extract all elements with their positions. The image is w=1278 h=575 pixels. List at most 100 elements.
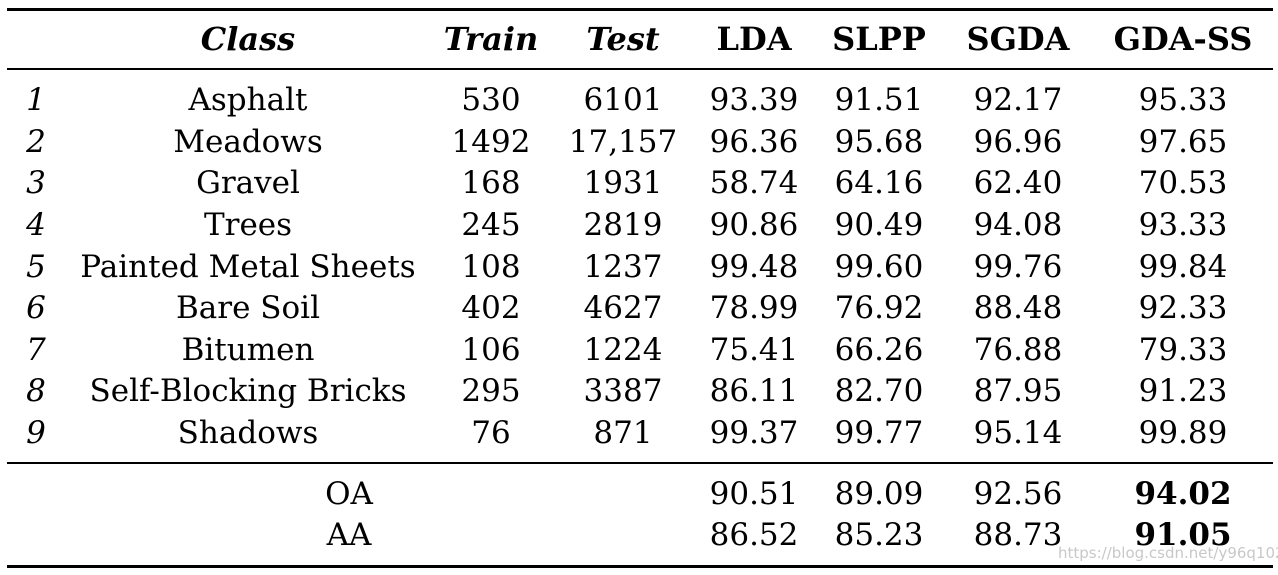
cell-train: 1492: [451, 124, 531, 160]
cell-sgda: 95.14: [973, 415, 1063, 451]
cell-name: Shadows: [177, 415, 319, 451]
cell-gdass: 91.23: [1138, 373, 1228, 409]
header-class: Class: [200, 20, 296, 58]
cell-slpp: 82.70: [834, 373, 924, 409]
cell-idx: 4: [26, 207, 46, 243]
cell-slpp: 95.68: [834, 124, 924, 160]
cell-lda: 96.36: [709, 124, 799, 160]
cell-train: 168: [461, 165, 521, 201]
cell-gdass: 97.65: [1138, 124, 1228, 160]
cell-lda: 58.74: [709, 165, 799, 201]
cell-gdass: 93.33: [1138, 207, 1228, 243]
cell-name: Meadows: [173, 124, 323, 160]
summary-slpp: 89.09: [834, 476, 924, 512]
summary-row: OA 90.51 89.09 92.56 94.02: [0, 473, 1278, 515]
cell-lda: 90.86: [709, 207, 799, 243]
table-header: Class Train Test LDA SLPP SGDA GDA-SS: [0, 18, 1278, 60]
cell-gdass: 99.89: [1138, 415, 1228, 451]
cell-slpp: 99.77: [834, 415, 924, 451]
cell-idx: 9: [26, 415, 46, 451]
summary-sgda: 92.56: [973, 476, 1063, 512]
cell-sgda: 62.40: [973, 165, 1063, 201]
cell-gdass: 99.84: [1138, 249, 1228, 285]
cell-idx: 1: [26, 82, 46, 118]
cell-train: 402: [461, 290, 521, 326]
cell-lda: 93.39: [709, 82, 799, 118]
cell-slpp: 99.60: [834, 249, 924, 285]
cell-name: Bitumen: [181, 332, 315, 368]
cell-train: 245: [461, 207, 521, 243]
cell-slpp: 66.26: [834, 332, 924, 368]
cell-test: 1931: [583, 165, 663, 201]
table-row: 7 Bitumen 106 1224 75.41 66.26 76.88 79.33: [0, 329, 1278, 371]
table-row: 3 Gravel 168 1931 58.74 64.16 62.40 70.53: [0, 162, 1278, 204]
header-slpp: SLPP: [832, 20, 926, 58]
cell-gdass: 79.33: [1138, 332, 1228, 368]
cell-sgda: 88.48: [973, 290, 1063, 326]
cell-test: 3387: [583, 373, 663, 409]
cell-name: Gravel: [196, 165, 300, 201]
cell-sgda: 87.95: [973, 373, 1063, 409]
cell-train: 76: [471, 415, 511, 451]
cell-lda: 86.11: [709, 373, 799, 409]
cell-idx: 8: [26, 373, 46, 409]
cell-lda: 99.48: [709, 249, 799, 285]
table-row: 4 Trees 245 2819 90.86 90.49 94.08 93.33: [0, 204, 1278, 246]
table-row: 9 Shadows 76 871 99.37 99.77 95.14 99.89: [0, 412, 1278, 454]
cell-sgda: 92.17: [973, 82, 1063, 118]
top-rule: [7, 8, 1273, 11]
cell-gdass: 92.33: [1138, 290, 1228, 326]
cell-train: 295: [461, 373, 521, 409]
cell-idx: 3: [26, 165, 46, 201]
cell-name: Bare Soil: [175, 290, 321, 326]
cell-gdass: 70.53: [1138, 165, 1228, 201]
table-row: 2 Meadows 1492 17,157 96.36 95.68 96.96 97.65: [0, 121, 1278, 163]
cell-sgda: 99.76: [973, 249, 1063, 285]
watermark-text: https://blog.csdn.net/y96q1023: [1058, 544, 1278, 562]
cell-idx: 2: [26, 124, 46, 160]
cell-slpp: 90.49: [834, 207, 924, 243]
table-row: 1 Asphalt 530 6101 93.39 91.51 92.17 95.33: [0, 79, 1278, 121]
bottom-rule: [7, 565, 1273, 568]
table-row: 5 Painted Metal Sheets 108 1237 99.48 99.60 99…: [0, 246, 1278, 288]
summary-label: OA: [325, 476, 373, 512]
table-row: 8 Self-Blocking Bricks 295 3387 86.11 82.70 87…: [0, 370, 1278, 412]
summary-gdass: 94.02: [1134, 476, 1232, 512]
cell-slpp: 91.51: [834, 82, 924, 118]
cell-lda: 99.37: [709, 415, 799, 451]
cell-name: Painted Metal Sheets: [80, 249, 416, 285]
cell-name: Trees: [203, 207, 293, 243]
cell-test: 6101: [583, 82, 663, 118]
cell-train: 106: [461, 332, 521, 368]
cell-train: 108: [461, 249, 521, 285]
summary-slpp: 85.23: [834, 517, 924, 553]
summary-row: AA 86.52 85.23 88.73 91.05: [0, 514, 1278, 556]
summary-gdass: 91.05: [1134, 517, 1232, 553]
cell-idx: 7: [26, 332, 46, 368]
summary-label: AA: [326, 517, 372, 553]
summary-lda: 86.52: [709, 517, 799, 553]
summary-rule: [7, 462, 1273, 464]
cell-sgda: 76.88: [973, 332, 1063, 368]
cell-gdass: 95.33: [1138, 82, 1228, 118]
cell-test: 4627: [583, 290, 663, 326]
cell-test: 871: [593, 415, 653, 451]
header-rule: [7, 68, 1273, 70]
header-sgda: SGDA: [966, 20, 1070, 58]
cell-name: Self-Blocking Bricks: [89, 373, 407, 409]
cell-idx: 6: [26, 290, 46, 326]
cell-sgda: 94.08: [973, 207, 1063, 243]
summary-lda: 90.51: [709, 476, 799, 512]
cell-test: 1237: [583, 249, 663, 285]
header-test: Test: [586, 20, 660, 58]
cell-test: 2819: [583, 207, 663, 243]
header-lda: LDA: [716, 20, 792, 58]
cell-test: 17,157: [568, 124, 678, 160]
cell-slpp: 76.92: [834, 290, 924, 326]
cell-train: 530: [461, 82, 521, 118]
cell-lda: 78.99: [709, 290, 799, 326]
cell-lda: 75.41: [709, 332, 799, 368]
cell-test: 1224: [583, 332, 663, 368]
cell-slpp: 64.16: [834, 165, 924, 201]
header-train: Train: [443, 20, 539, 58]
